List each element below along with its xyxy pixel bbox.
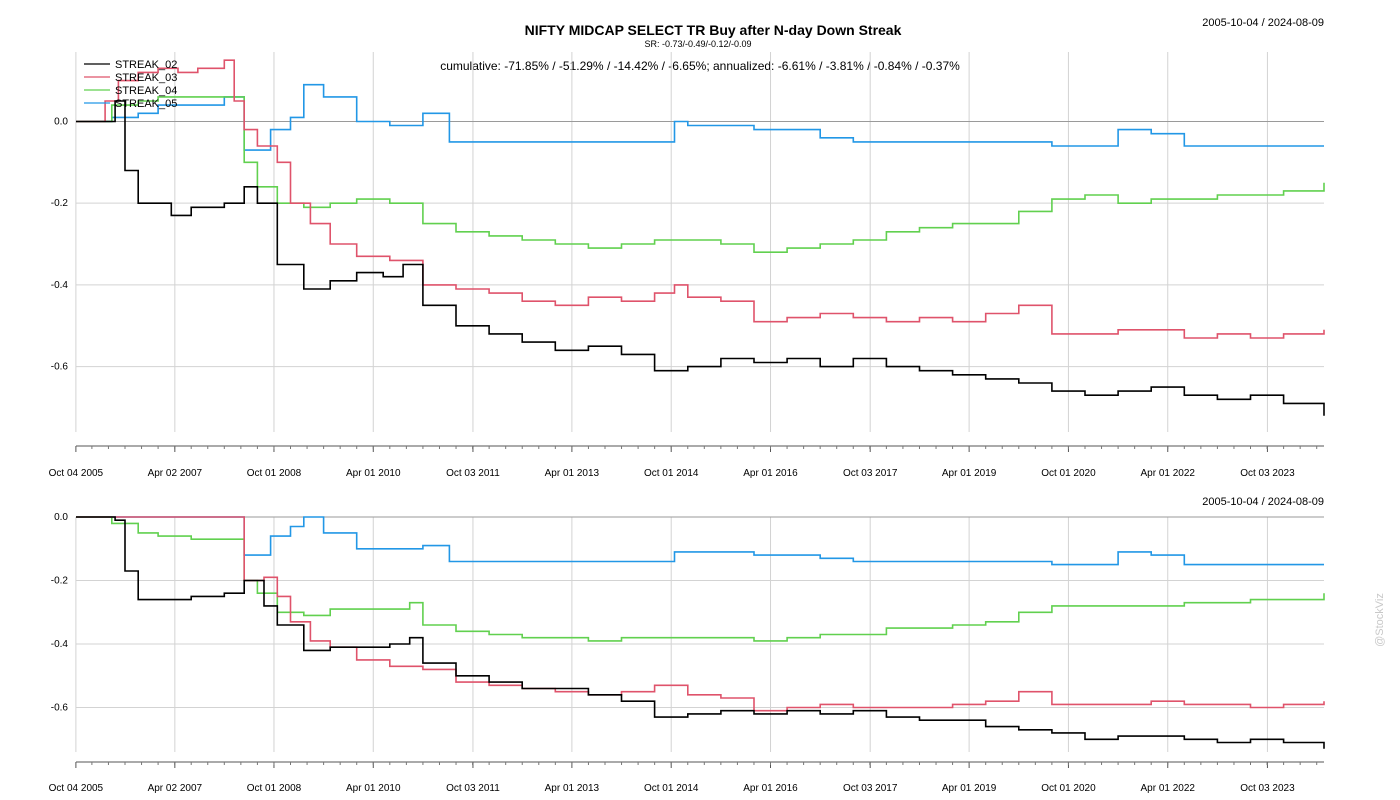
x-tick-label: Oct 03 2017 bbox=[843, 783, 898, 794]
y-tick-label: -0.6 bbox=[51, 362, 69, 373]
series-line-streak-04 bbox=[76, 96, 1325, 253]
series-line-streak-02 bbox=[76, 516, 1325, 749]
x-tick-label: Oct 03 2023 bbox=[1240, 783, 1295, 794]
chart-title: NIFTY MIDCAP SELECT TR Buy after N-day D… bbox=[525, 22, 902, 38]
x-tick-label: Oct 04 2005 bbox=[49, 468, 104, 479]
x-tick-label: Oct 03 2017 bbox=[843, 468, 898, 479]
x-tick-label: Oct 03 2011 bbox=[446, 783, 500, 794]
top-date-range: 2005-10-04 / 2024-08-09 bbox=[1202, 17, 1324, 29]
x-tick-label: Apr 01 2022 bbox=[1141, 468, 1196, 479]
chart-subtitle: SR: -0.73/-0.49/-0.12/-0.09 bbox=[644, 39, 751, 49]
x-tick-label: Oct 04 2005 bbox=[49, 783, 104, 794]
legend-label: STREAK_04 bbox=[115, 85, 177, 97]
performance-annotation: cumulative: -71.85% / -51.29% / -14.42% … bbox=[440, 59, 960, 73]
x-tick-label: Apr 02 2007 bbox=[148, 468, 203, 479]
y-tick-label: -0.2 bbox=[51, 198, 69, 209]
drawdown-panel: Oct 04 2005 Apr 02 2007 Oct 01 2008 Apr 01 … bbox=[49, 512, 1325, 794]
cumulative-returns-panel: Oct 04 2005 Apr 02 2007 Oct 01 2008 Apr 01 … bbox=[49, 52, 1325, 479]
x-tick-label: Oct 03 2011 bbox=[446, 468, 500, 479]
legend-label: STREAK_02 bbox=[115, 59, 177, 71]
x-tick-label: Oct 01 2014 bbox=[644, 783, 699, 794]
y-tick-label: -0.4 bbox=[51, 639, 69, 650]
x-tick-label: Apr 01 2010 bbox=[346, 468, 401, 479]
x-tick-label: Apr 01 2013 bbox=[545, 783, 600, 794]
watermark: @StockViz bbox=[1374, 593, 1386, 647]
series-line-streak-02 bbox=[76, 100, 1325, 416]
legend-label: STREAK_03 bbox=[115, 72, 177, 84]
y-tick-label: 0.0 bbox=[54, 116, 68, 127]
bottom-date-range: 2005-10-04 / 2024-08-09 bbox=[1202, 496, 1324, 508]
x-tick-label: Oct 01 2020 bbox=[1041, 468, 1096, 479]
y-tick-label: -0.2 bbox=[51, 576, 69, 587]
x-tick-label: Apr 01 2010 bbox=[346, 783, 401, 794]
y-tick-label: 0.0 bbox=[54, 512, 68, 523]
y-tick-label: -0.6 bbox=[51, 703, 69, 714]
x-tick-label: Oct 01 2008 bbox=[247, 468, 302, 479]
series-line-streak-03 bbox=[76, 59, 1325, 339]
x-tick-label: Oct 03 2023 bbox=[1240, 468, 1295, 479]
series-line-streak-05 bbox=[76, 83, 1324, 151]
x-tick-label: Apr 01 2022 bbox=[1141, 783, 1196, 794]
x-tick-label: Apr 01 2019 bbox=[942, 783, 997, 794]
series-line-streak-05 bbox=[76, 516, 1324, 566]
x-tick-label: Oct 01 2020 bbox=[1041, 783, 1096, 794]
x-tick-label: Apr 01 2016 bbox=[743, 783, 798, 794]
x-tick-label: Apr 01 2013 bbox=[545, 468, 600, 479]
x-tick-label: Apr 01 2019 bbox=[942, 468, 997, 479]
y-tick-label: -0.4 bbox=[51, 280, 69, 291]
series-line-streak-03 bbox=[76, 516, 1325, 712]
x-tick-label: Apr 01 2016 bbox=[743, 468, 798, 479]
legend-label: STREAK_05 bbox=[115, 98, 177, 110]
x-tick-label: Oct 01 2008 bbox=[247, 783, 302, 794]
x-tick-label: Oct 01 2014 bbox=[644, 468, 699, 479]
x-tick-label: Apr 02 2007 bbox=[148, 783, 203, 794]
